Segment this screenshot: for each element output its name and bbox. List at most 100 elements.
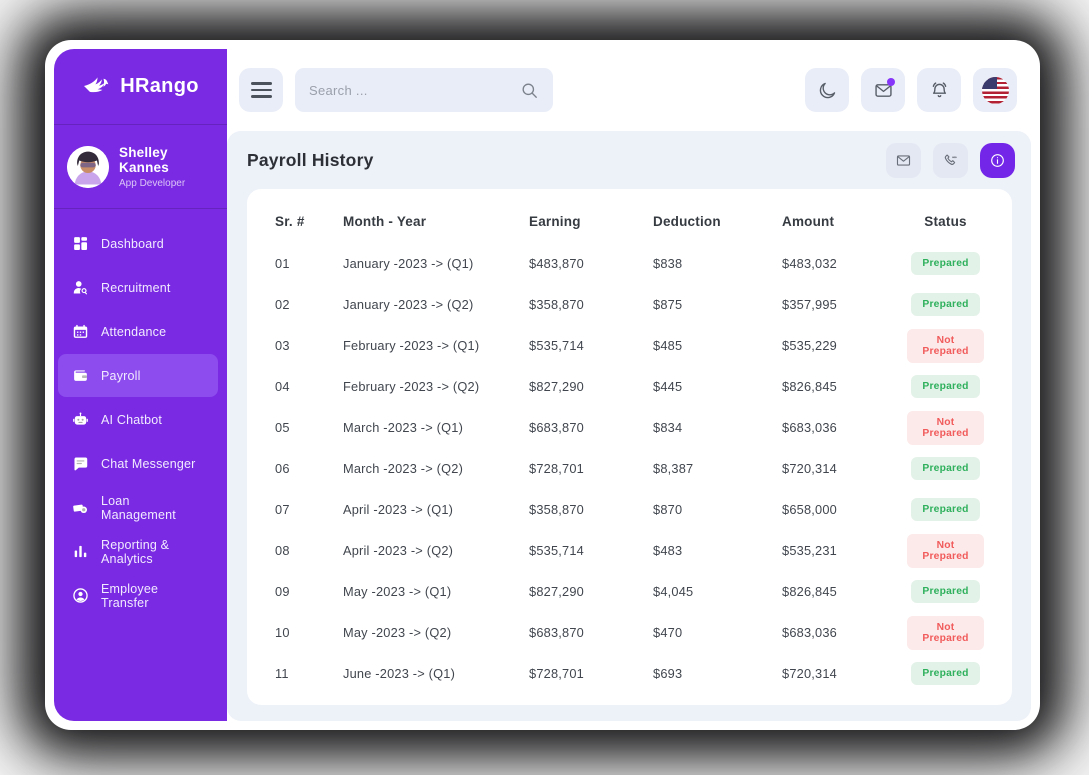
table-row: 07 April -2023 -> (Q1) $358,870 $870 $658,00… — [275, 489, 984, 530]
amount-cell: $720,314 — [782, 461, 837, 476]
topbar — [227, 49, 1031, 131]
status-cell: Prepared — [907, 243, 984, 284]
money-icon — [72, 499, 89, 516]
status-cell: Prepared — [907, 571, 984, 612]
info-button[interactable] — [980, 142, 1015, 178]
table-header-row: Sr. # Month - Year Earning Deduction Amount S… — [275, 199, 984, 243]
column-header: Sr. # — [275, 213, 305, 229]
sidebar-item-recruitment[interactable]: Recruitment — [58, 266, 218, 309]
sidebar-item-chat-messenger[interactable]: Chat Messenger — [58, 442, 218, 485]
call-action-button[interactable] — [933, 142, 968, 178]
status-badge: Prepared — [911, 580, 980, 603]
month-cell: March -2023 -> (Q2) — [343, 461, 464, 476]
sr-cell: 10 — [275, 625, 290, 640]
month-cell: March -2023 -> (Q1) — [343, 420, 464, 435]
sr-cell: 08 — [275, 543, 290, 558]
sidebar-item-dashboard[interactable]: Dashboard — [58, 222, 218, 265]
earning-cell: $728,701 — [529, 461, 584, 476]
envelope-icon — [896, 154, 911, 166]
deduction-cell: $693 — [653, 666, 683, 681]
user-profile: Shelley Kannes App Developer — [54, 125, 227, 209]
sr-cell: 06 — [275, 461, 290, 476]
app-card: HRango Shelley Kannes App Developer — [45, 40, 1040, 730]
status-cell: Not Prepared — [907, 530, 984, 571]
person-circle-icon — [72, 587, 89, 604]
table-row: 08 April -2023 -> (Q2) $535,714 $483 $535,23… — [275, 530, 984, 571]
earning-cell: $535,714 — [529, 543, 584, 558]
notifications-button[interactable] — [917, 68, 961, 112]
status-badge: Not Prepared — [907, 533, 984, 568]
sr-cell: 05 — [275, 420, 290, 435]
status-cell: Prepared — [907, 489, 984, 530]
deduction-cell: $875 — [653, 297, 683, 312]
amount-cell: $683,036 — [782, 625, 837, 640]
status-badge: Prepared — [911, 293, 980, 316]
table-row: 01 January -2023 -> (Q1) $483,870 $838 $483,… — [275, 243, 984, 284]
info-icon — [991, 153, 1004, 167]
brand-name: HRango — [120, 75, 199, 97]
status-cell: Prepared — [907, 284, 984, 325]
sidebar-item-label: Chat Messenger — [101, 456, 196, 471]
deduction-cell: $445 — [653, 379, 683, 394]
sr-cell: 02 — [275, 297, 290, 312]
avatar — [67, 145, 109, 188]
unread-dot-badge — [887, 78, 895, 86]
deduction-cell: $485 — [653, 338, 683, 353]
deduction-cell: $838 — [653, 256, 683, 271]
earning-cell: $827,290 — [529, 379, 584, 394]
dashboard-icon — [72, 235, 89, 252]
earning-cell: $358,870 — [529, 297, 584, 312]
column-header: Status — [924, 213, 967, 229]
hamburger-icon — [250, 82, 272, 98]
sidebar-item-ai-chatbot[interactable]: AI Chatbot — [58, 398, 218, 441]
sidebar-item-reporting-analytics[interactable]: Reporting & Analytics — [58, 530, 218, 573]
page-actions — [886, 142, 1015, 178]
sidebar-item-label: Loan Management — [101, 493, 176, 522]
status-badge: Prepared — [911, 498, 980, 521]
status-badge: Prepared — [911, 252, 980, 275]
menu-toggle-button[interactable] — [239, 68, 283, 112]
content-panel: Payroll History — [227, 131, 1031, 721]
table-row: 02 January -2023 -> (Q2) $358,870 $875 $357,… — [275, 284, 984, 325]
topbar-actions — [805, 68, 1017, 112]
chat-bubble-icon — [72, 455, 89, 472]
bar-chart-icon — [72, 543, 89, 560]
search-input[interactable] — [309, 82, 520, 98]
sr-cell: 11 — [275, 666, 289, 681]
status-badge: Prepared — [911, 457, 980, 480]
phone-icon — [944, 153, 957, 165]
us-flag-icon — [981, 76, 1009, 104]
month-cell: January -2023 -> (Q2) — [343, 297, 474, 312]
sidebar-item-employee-transfer[interactable]: Employee Transfer — [58, 574, 218, 617]
bell-icon — [932, 81, 946, 97]
dark-mode-toggle-button[interactable] — [805, 68, 849, 112]
search-box — [295, 68, 553, 112]
messages-button[interactable] — [861, 68, 905, 112]
month-cell: January -2023 -> (Q1) — [343, 256, 474, 271]
amount-cell: $658,000 — [782, 502, 837, 517]
status-cell: Not Prepared — [907, 325, 984, 366]
amount-cell: $720,314 — [782, 666, 837, 681]
amount-cell: $826,845 — [782, 379, 837, 394]
sidebar-item-label: AI Chatbot — [101, 412, 163, 427]
deduction-cell: $4,045 — [653, 584, 694, 599]
table-row: 04 February -2023 -> (Q2) $827,290 $445 $826… — [275, 366, 984, 407]
main-area: Payroll History — [227, 49, 1031, 721]
earning-cell: $683,870 — [529, 420, 584, 435]
column-header: Deduction — [653, 213, 721, 229]
email-action-button[interactable] — [886, 142, 921, 178]
moon-icon — [819, 82, 835, 98]
amount-cell: $357,995 — [782, 297, 837, 312]
sidebar-item-loan-management[interactable]: Loan Management — [58, 486, 218, 529]
sidebar-item-payroll[interactable]: Payroll — [58, 354, 218, 397]
search-icon — [522, 82, 537, 98]
recruitment-icon — [72, 279, 89, 296]
sidebar-item-label: Recruitment — [101, 280, 171, 295]
language-button[interactable] — [973, 68, 1017, 112]
sr-cell: 01 — [275, 256, 290, 271]
sidebar-item-attendance[interactable]: Attendance — [58, 310, 218, 353]
deduction-cell: $8,387 — [653, 461, 694, 476]
month-cell: April -2023 -> (Q2) — [343, 543, 454, 558]
sr-cell: 09 — [275, 584, 290, 599]
